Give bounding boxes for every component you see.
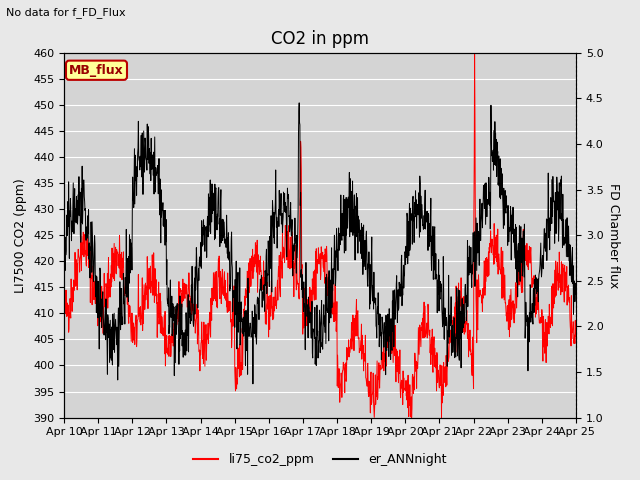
Text: No data for f_FD_Flux: No data for f_FD_Flux [6,7,126,18]
er_ANNnight [572,291,580,297]
Line: li75_co2_ppm: li75_co2_ppm [64,54,576,418]
Y-axis label: LI7500 CO2 (ppm): LI7500 CO2 (ppm) [15,178,28,293]
er_ANNnight [161,207,169,213]
er_ANNnight [400,285,408,291]
er_ANNnight [512,266,520,272]
er_ANNnight [174,301,182,307]
Legend: li75_co2_ppm, er_ANNnight: li75_co2_ppm, er_ANNnight [188,448,452,471]
li75_co2_ppm [512,280,520,286]
li75_co2_ppm [572,331,580,337]
er_ANNnight [467,244,474,250]
li75_co2_ppm [471,51,479,57]
li75_co2_ppm [174,311,182,316]
li75_co2_ppm [408,415,415,420]
er_ANNnight [249,381,257,387]
li75_co2_ppm [399,368,407,374]
Title: CO2 in ppm: CO2 in ppm [271,30,369,48]
Text: MB_flux: MB_flux [69,64,124,77]
li75_co2_ppm [467,348,474,354]
er_ANNnight [295,100,303,106]
Y-axis label: FD Chamber flux: FD Chamber flux [607,182,620,288]
Line: er_ANNnight: er_ANNnight [64,103,576,384]
li75_co2_ppm [231,379,239,385]
li75_co2_ppm [60,299,68,305]
er_ANNnight [231,276,239,282]
er_ANNnight [60,238,68,244]
li75_co2_ppm [161,363,169,369]
